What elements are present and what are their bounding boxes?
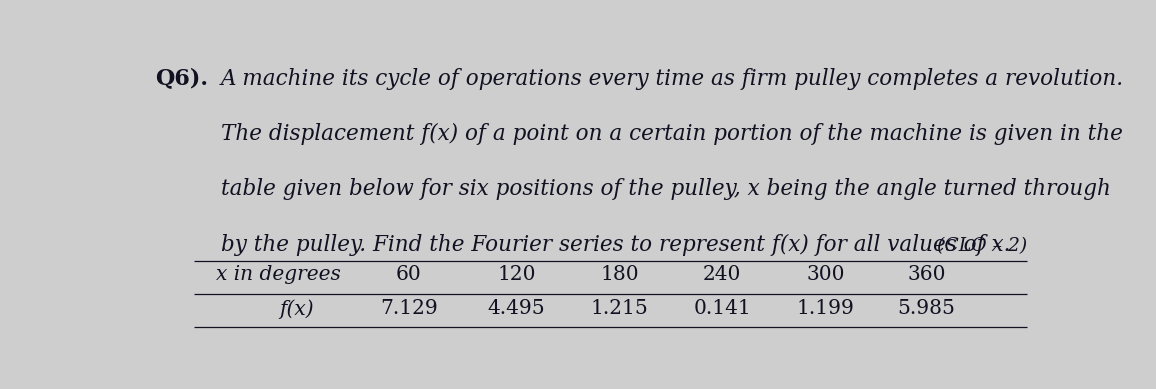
Text: 0.141: 0.141 xyxy=(694,299,751,318)
Text: A machine its cycle of operations every time as firm pulley completes a revoluti: A machine its cycle of operations every … xyxy=(221,68,1124,89)
Text: 1.199: 1.199 xyxy=(796,299,854,318)
Text: 60: 60 xyxy=(395,265,422,284)
Text: 5.985: 5.985 xyxy=(898,299,956,318)
Text: 360: 360 xyxy=(907,265,946,284)
Text: 120: 120 xyxy=(497,265,535,284)
Text: The displacement f(x) of a point on a certain portion of the machine is given in: The displacement f(x) of a point on a ce… xyxy=(221,123,1122,145)
Text: table given below for six positions of the pulley, x being the angle turned thro: table given below for six positions of t… xyxy=(221,179,1111,200)
Text: 300: 300 xyxy=(806,265,845,284)
Text: 7.129: 7.129 xyxy=(380,299,438,318)
Text: Q6).: Q6). xyxy=(155,68,208,89)
Text: by the pulley. Find the Fourier series to represent f(x) for all values of x.: by the pulley. Find the Fourier series t… xyxy=(221,234,1010,256)
Text: f(x): f(x) xyxy=(280,299,314,319)
Text: 1.215: 1.215 xyxy=(591,299,649,318)
Text: 240: 240 xyxy=(703,265,741,284)
Text: 180: 180 xyxy=(600,265,638,284)
Text: x in degrees: x in degrees xyxy=(216,265,341,284)
Text: 4.495: 4.495 xyxy=(488,299,546,318)
Text: (CLO – 2): (CLO – 2) xyxy=(936,237,1027,255)
